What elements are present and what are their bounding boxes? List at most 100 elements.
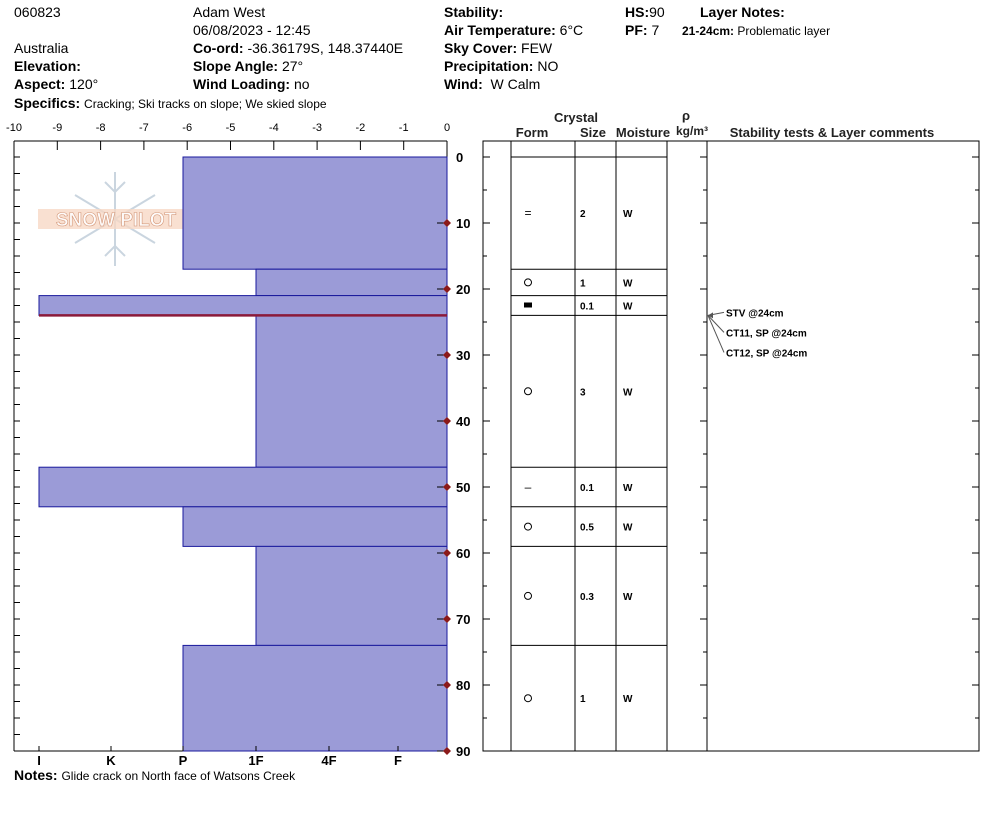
temperature-marker [443,417,451,425]
moisture-label: W [623,694,633,705]
notes-value: Glide crack on North face of Watsons Cre… [61,769,296,783]
hardness-bar [38,295,448,316]
sky-value: FEW [521,40,553,56]
wind: Wind: W Calm [444,76,540,92]
crystal-size-label: 1 [580,694,586,705]
crystal-size-label: 1 [580,278,586,289]
top-axis-tick-label: -1 [399,122,409,134]
pf-value: 7 [651,22,660,38]
temperature-marker [443,483,451,491]
crystal-size-label: 0.1 [580,302,594,313]
datetime: 06/08/2023 - 12:45 [193,22,311,38]
depth-tick-label: 30 [456,348,470,363]
depth-tick-label: 20 [456,282,470,297]
stability-label: Stability: [444,4,504,20]
hardness-label: 1F [248,753,263,768]
coord-label: Co-ord: [193,40,244,56]
temperature-marker [443,219,451,227]
form-header: Form [516,125,549,140]
depth-tick-label: 10 [456,216,470,231]
coordinates: Co-ord: -36.36179S, 148.37440E [193,40,403,56]
stability-test-leader [707,315,725,353]
elevation-label: Elevation: [14,58,81,74]
top-axis-tick-label: -6 [182,122,192,134]
hs-value: 90 [649,4,665,20]
hardness-bar [182,644,448,752]
top-axis-tick-label: -8 [96,122,106,134]
air-temp-value: 6°C [559,22,584,38]
wind-loading-value: no [293,76,310,92]
crystal-form-label: = [524,206,531,220]
size-header: Size [580,125,606,140]
moisture-label: W [623,483,633,494]
air-temp-label: Air Temperature: [444,22,556,38]
top-axis-tick-label: -2 [356,122,366,134]
crystal-form-label: – [525,480,532,494]
top-axis-tick-label: -3 [312,122,322,134]
stability-test-label: CT12, SP @24cm [726,348,807,359]
moisture-label: W [623,278,633,289]
crystal-form-circle-icon [524,522,532,531]
snowflake-logo-icon [38,172,194,266]
notes-label: Notes: [14,767,58,783]
specifics: Specifics: Cracking; Ski tracks on slope… [14,95,327,112]
crystal-form-circle-icon [524,591,532,600]
stability-test-label: CT11, SP @24cm [726,328,807,339]
hardness-bar [255,545,448,646]
moisture-label: W [623,592,633,603]
precipitation: Precipitation: NO [444,58,558,74]
elevation: Elevation: [14,58,81,74]
crystal-size-label: 2 [580,209,586,220]
crystal-size-label: 0.5 [580,523,594,534]
depth-tick-label: 90 [456,744,470,759]
moisture-label: W [623,302,633,313]
stability-arrow-icon [708,312,713,319]
layer-notes: Layer Notes: [700,4,785,20]
temperature-marker [443,615,451,623]
hardness-label: I [37,753,41,768]
top-axis-tick-label: -7 [139,122,149,134]
location: Australia [14,40,69,56]
density-symbol: ρ [682,108,690,123]
wind-label: Wind: [444,76,483,92]
crystal-header: Crystal [554,110,598,125]
specifics-value: Cracking; Ski tracks on slope; We skied … [84,97,327,111]
specifics-label: Specifics: [14,95,81,111]
stability-test-leader [707,315,725,333]
temperature-marker [443,351,451,359]
depth-tick-label: 80 [456,678,470,693]
hardness-label: K [106,753,116,768]
crystal-form-circle-icon [524,278,532,287]
temperature-marker [443,549,451,557]
top-axis-tick-label: -4 [269,122,279,134]
slope-angle: Slope Angle: 27° [193,58,303,74]
top-axis-tick-label: -5 [226,122,236,134]
hs-label: HS: [625,4,650,20]
layer-table-frame [482,140,980,752]
layer-notes-label: Layer Notes: [700,4,785,20]
sky-label: Sky Cover: [444,40,518,56]
hardness-bar [255,268,448,297]
stability-test-label: STV @24cm [726,308,784,319]
hardness-bar [255,314,448,468]
moisture-label: W [623,387,633,398]
slope-value: 27° [281,58,304,74]
hardness-label: F [394,753,402,768]
temperature-marker [443,285,451,293]
precip-value: NO [537,58,559,74]
moisture-label: W [623,209,633,220]
stability: Stability: [444,4,503,20]
crystal-size-label: 3 [580,387,586,398]
profile-id: 060823 [14,4,61,20]
stability-comments-header: Stability tests & Layer comments [730,125,934,140]
depth-tick-label: 60 [456,546,470,561]
depth-tick-label: 70 [456,612,470,627]
depth-tick-label: 0 [456,150,463,165]
aspect-value: 120° [69,76,99,92]
observer: Adam West [193,4,266,20]
depth-tick-label: 40 [456,414,470,429]
hardness-label: P [179,753,188,768]
aspect: Aspect: 120° [14,76,98,92]
hardness-bar [182,156,448,270]
